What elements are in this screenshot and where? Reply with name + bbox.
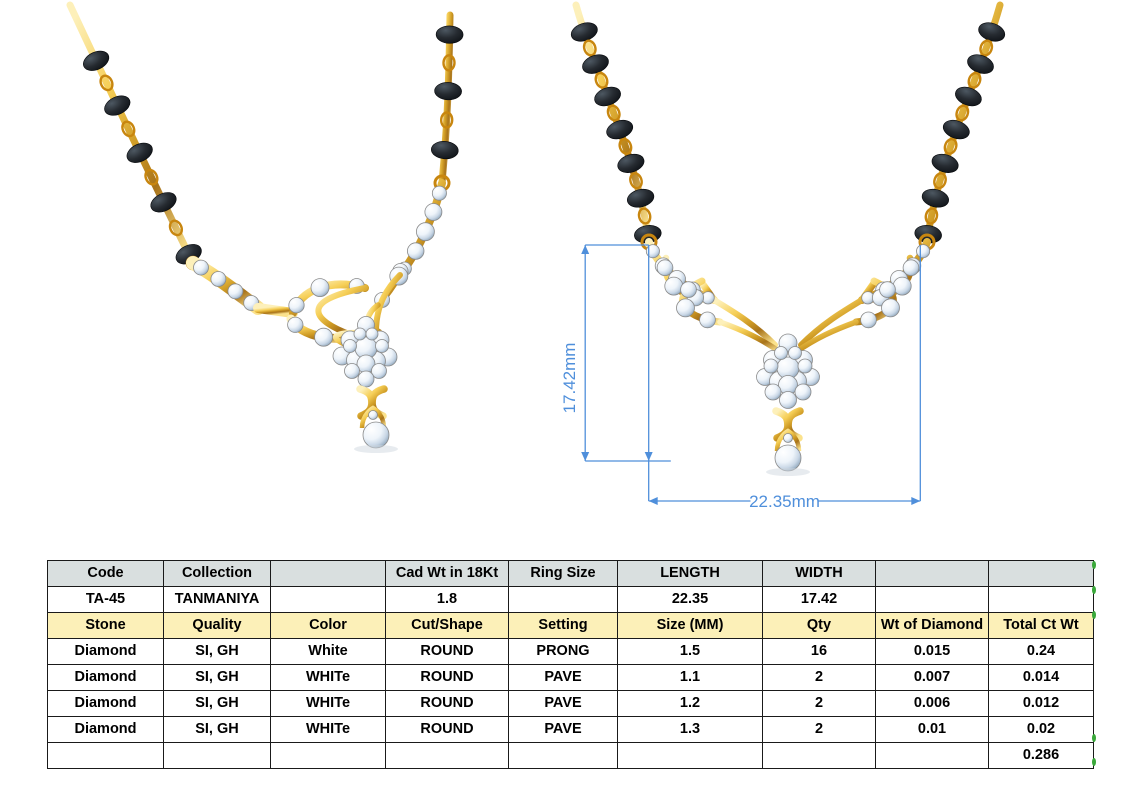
svg-text:22.35mm: 22.35mm — [749, 492, 820, 511]
svg-text:17.42mm: 17.42mm — [560, 343, 579, 414]
